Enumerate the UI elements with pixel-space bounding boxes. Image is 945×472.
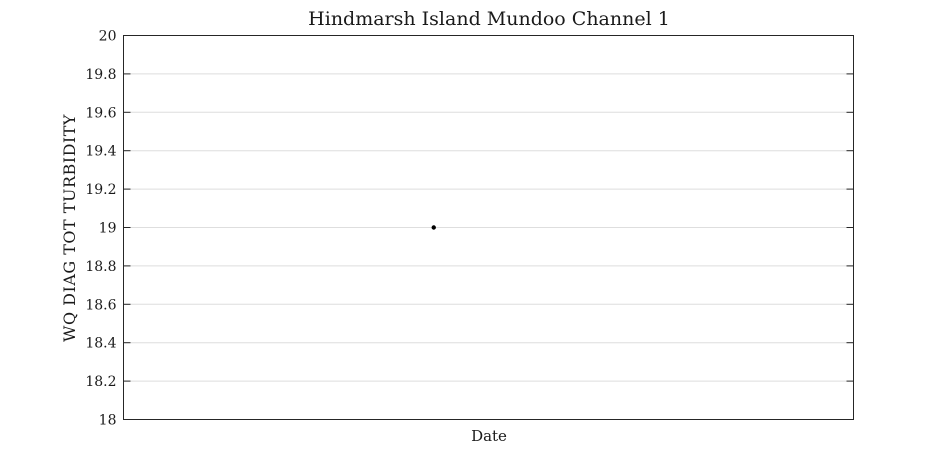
- grid: [123, 73, 854, 382]
- y-axis-label: WQ DIAG TOT TURBIDITY: [60, 114, 79, 342]
- x-axis-label: Date: [471, 427, 507, 445]
- y-tick-label: 18: [99, 413, 117, 429]
- y-tick-label: 18.8: [85, 259, 116, 275]
- y-tick-label: 18.4: [85, 336, 116, 352]
- data-point: [431, 225, 436, 230]
- y-ticks: 18 18.2 18.4 18.6 18.8 19 19.2 19.4 19.6 19.8 20: [85, 29, 854, 429]
- y-tick-label: 19.6: [85, 105, 116, 121]
- data-points: [431, 225, 436, 230]
- y-tick-label: 18.6: [85, 297, 116, 313]
- y-tick-label: 19.8: [85, 67, 116, 83]
- y-tick-label: 19.4: [85, 144, 116, 160]
- plot-area-frame: [123, 35, 854, 420]
- chart-title: Hindmarsh Island Mundoo Channel 1: [308, 8, 670, 30]
- y-tick-label: 19: [99, 221, 117, 237]
- y-tick-label: 18.2: [85, 374, 116, 390]
- y-tick-label: 20: [99, 29, 117, 45]
- y-tick-label: 19.2: [85, 182, 116, 198]
